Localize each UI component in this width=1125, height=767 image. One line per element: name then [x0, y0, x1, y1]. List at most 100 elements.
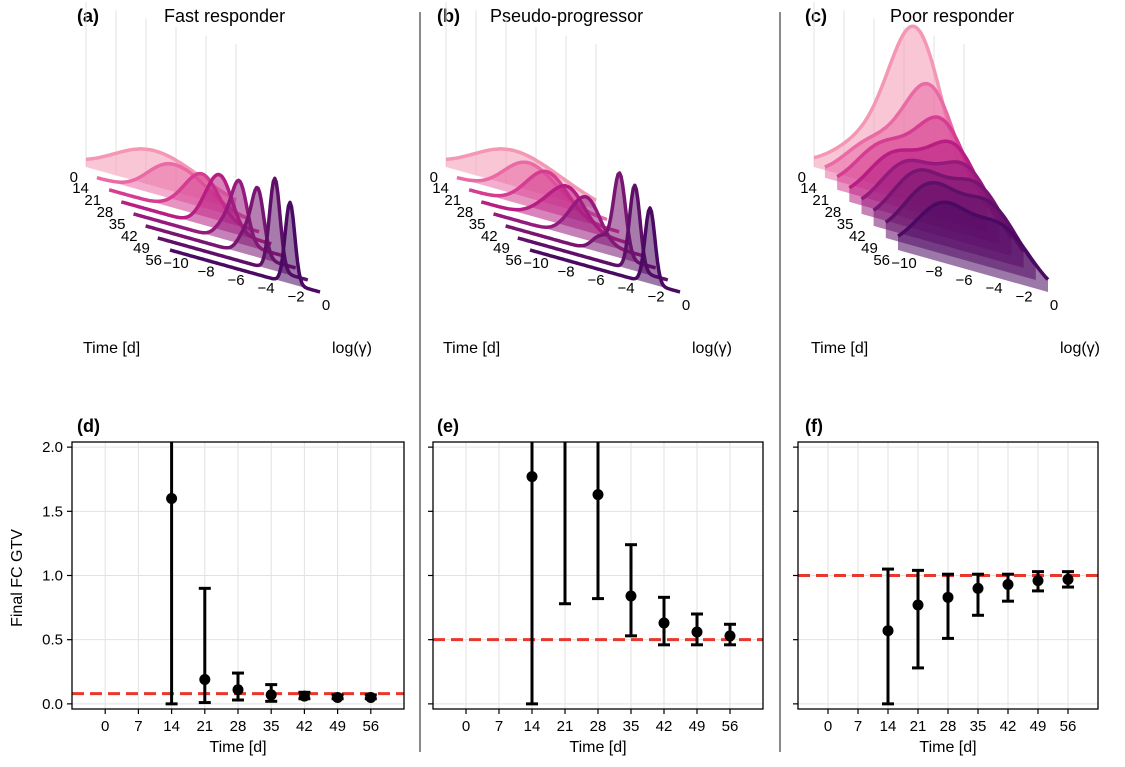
ridge-area [505, 173, 656, 268]
data-point [1062, 573, 1074, 585]
time-tick-label: 14 [800, 180, 817, 197]
panel-dividers [419, 12, 781, 752]
data-point [691, 626, 703, 638]
x-ticks: 0 7 14 21 28 35 42 49 56 [462, 709, 738, 735]
gamma-tick-label: −8 [197, 263, 214, 280]
time-tick-label: 0 [798, 169, 806, 186]
panel-label: (a) [77, 6, 99, 26]
gamma-tick-label: −10 [523, 255, 548, 272]
x-tick-label: 42 [296, 718, 313, 735]
ridge-area [145, 187, 296, 268]
panel-title: Poor responder [890, 6, 1014, 26]
data-point [526, 471, 538, 483]
y-tick-label: 1.0 [42, 568, 63, 585]
data-point [724, 630, 736, 642]
errorbar-plot: 0 7 14 21 28 35 42 49 56 Time [d] [793, 441, 1099, 756]
ridge-panel-a: (a) Fast responder 0142128354249560−2−4−… [70, 2, 372, 357]
time-tick-label: 28 [457, 204, 474, 221]
x-tick-label: 49 [689, 718, 706, 735]
ridge-panel-c: (c) Poor responder 0142128354249560−2−4−… [798, 2, 1100, 357]
gamma-tick-label: −8 [557, 263, 574, 280]
time-axis-title: Time [d] [83, 340, 140, 357]
time-tick-label: 28 [825, 204, 842, 221]
time-tick-label: 28 [97, 204, 114, 221]
x-tick-label: 21 [910, 718, 927, 735]
gamma-tick-label: −6 [955, 272, 972, 289]
ridge-line [813, 24, 966, 177]
gamma-tick-label: −2 [287, 289, 304, 306]
x-axis-title: Time [d] [569, 739, 626, 756]
ridge-line [169, 200, 321, 294]
x-tick-label: 56 [362, 718, 379, 735]
x-tick-label: 0 [824, 718, 832, 735]
data-point [199, 673, 211, 685]
gamma-tick-label: −6 [587, 272, 604, 289]
x-tick-label: 0 [101, 718, 109, 735]
ridges [445, 147, 681, 294]
x-tick-label: 21 [196, 718, 213, 735]
errorbars [882, 567, 1074, 706]
panel-label: (b) [437, 6, 460, 26]
y-ticks [793, 446, 798, 705]
ridge-area [170, 202, 320, 292]
x-ticks: 0 7 14 21 28 35 42 49 56 [101, 709, 379, 735]
x-ticks: 0 7 14 21 28 35 42 49 56 [824, 709, 1076, 735]
data-point [298, 690, 310, 702]
data-point [942, 591, 954, 603]
panel-label: (d) [77, 416, 100, 436]
gamma-tick-label: −8 [925, 263, 942, 280]
y-tick-label: 0.0 [42, 696, 63, 713]
gamma-tick-label: 0 [682, 297, 690, 314]
gamma-tick-label: −4 [617, 280, 634, 297]
x-tick-label: 14 [880, 718, 897, 735]
x-tick-label: 49 [1030, 718, 1047, 735]
time-tick-label: 35 [109, 216, 126, 233]
data-point [232, 684, 244, 696]
grid [72, 442, 404, 709]
x-tick-label: 42 [656, 718, 673, 735]
x-tick-label: 7 [495, 718, 503, 735]
data-point [1002, 578, 1014, 590]
gamma-tick-label: 0 [1050, 297, 1058, 314]
time-tick-label: 21 [812, 192, 829, 209]
gamma-tick-label: −4 [257, 280, 274, 297]
y-tick-label: 0.5 [42, 632, 63, 649]
gamma-tick-label: −2 [647, 289, 664, 306]
errorbar-panel-e: (e) 0 7 14 21 28 35 42 49 56 Time [d] [428, 416, 764, 756]
x-tick-label: 28 [940, 718, 957, 735]
x-tick-label: 14 [524, 718, 541, 735]
data-point [265, 689, 277, 701]
ridge-panel-b: (b) Pseudo-progressor 0142128354249560−2… [430, 2, 732, 357]
ridge-area [157, 178, 308, 280]
x-axis-title: Time [d] [209, 739, 266, 756]
ridge-line [884, 180, 1038, 267]
time-tick-label: 56 [873, 252, 890, 269]
time-tick-label: 49 [861, 240, 878, 257]
x-tick-label: 0 [462, 718, 470, 735]
data-point [882, 625, 894, 637]
time-tick-label: 35 [469, 216, 486, 233]
errorbar-panel-f: (f) 0 7 14 21 28 35 42 49 56 Time [d] [793, 416, 1099, 756]
time-tick-label: 49 [493, 240, 510, 257]
time-tick-label: 56 [145, 252, 162, 269]
x-tick-label: 28 [590, 718, 607, 735]
time-tick-label: 56 [505, 252, 522, 269]
data-point [625, 590, 637, 602]
gamma-axis-title: log(γ) [1060, 340, 1100, 357]
y-ticks: 0.0 0.5 1.0 1.5 2.0 [42, 439, 72, 713]
time-tick-label: 49 [133, 240, 150, 257]
ridges [85, 147, 321, 294]
gamma-tick-label: −6 [227, 272, 244, 289]
gamma-tick-label: −2 [1015, 289, 1032, 306]
gamma-tick-label: −10 [163, 255, 188, 272]
gamma-tick-label: −4 [985, 280, 1002, 297]
y-tick-label: 1.5 [42, 503, 63, 520]
x-tick-label: 42 [1000, 718, 1017, 735]
time-tick-label: 14 [432, 180, 449, 197]
time-axis-title: Time [d] [811, 340, 868, 357]
gamma-tick-label: −10 [891, 255, 916, 272]
